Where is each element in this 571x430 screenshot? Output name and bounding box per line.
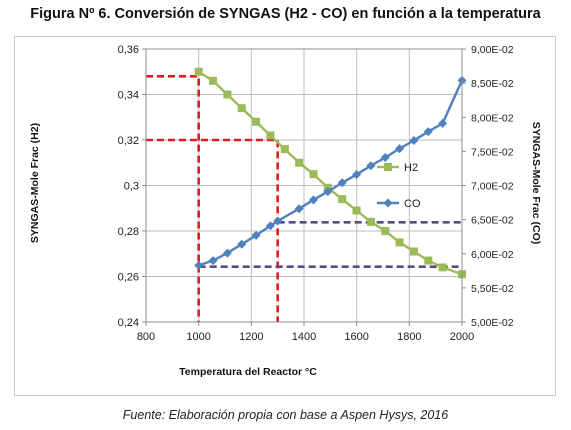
data-point-h2 [381,227,390,235]
data-point-h2 [295,158,304,167]
data-point-co [380,153,390,163]
data-point-co [265,221,275,231]
chart-frame: 800 1000 1200 1400 1600 1800 2000 0,24 0,26 0,28 0… [14,36,556,396]
data-point-h2 [252,117,261,126]
y-right-tick-label: 9,00E-02 [471,44,514,56]
x-tick-label: 1400 [292,331,316,343]
axes: 800 1000 1200 1400 1600 1800 2000 0,24 0,26 0,28 0… [118,44,514,343]
data-point-h2 [194,67,203,76]
data-point-co [251,230,261,240]
y-left-tick-label: 0,34 [118,90,139,102]
x-tick-label: 1600 [344,331,368,343]
y-right-tick-label: 6,50E-02 [471,215,514,227]
legend-label-co: CO [404,198,421,210]
data-point-co [222,248,232,258]
legend: H2 CO [377,162,421,210]
reference-line [146,74,200,322]
y-left-tick-label: 0,24 [118,317,139,329]
data-point-h2 [309,170,318,179]
data-point-co [323,187,333,197]
y-left-tick-label: 0,28 [118,226,139,238]
data-point-h2 [209,76,218,85]
data-point-h2 [366,217,375,226]
data-point-co [208,256,218,266]
y-right-tick-label: 5,00E-02 [471,317,514,329]
legend-label-h2: H2 [404,162,418,174]
data-point-co [308,195,318,205]
gridlines [145,48,463,323]
chart-canvas: 800 1000 1200 1400 1600 1800 2000 0,24 0,26 0,28 0… [29,44,542,378]
data-point-h2 [280,145,289,154]
data-series [194,67,467,279]
data-point-co [395,144,405,154]
x-tick-label: 1000 [186,331,210,343]
y-axis-right-label: SYNGAS-Mole Frac (CO) [530,122,542,245]
y-left-tick-label: 0,3 [124,181,139,193]
data-point-h2 [223,90,232,99]
data-point-co [194,260,204,270]
y-right-tick-label: 8,00E-02 [471,112,514,124]
y-left-tick-label: 0,36 [118,44,139,56]
x-tick-label: 1800 [397,331,421,343]
data-point-co [337,178,347,188]
data-point-co [409,135,419,145]
source-note: Fuente: Elaboración propia con base a As… [122,408,449,422]
y-axis-left-label: SYNGAS-Mole Frac (H2) [29,123,41,243]
y-right-tick-label: 7,00E-02 [471,181,514,193]
data-point-h2 [395,238,404,247]
data-point-h2 [438,263,447,272]
y-right-tick-label: 7,50E-02 [471,146,514,158]
x-axis-label: Temperatura del Reactor °C [179,366,317,378]
data-point-h2 [352,206,361,215]
legend-marker-co [383,198,393,208]
data-point-co [438,118,448,128]
y-right-tick-label: 6,00E-02 [471,249,514,261]
data-point-co [294,204,304,214]
data-point-h2 [266,131,275,140]
data-point-h2 [424,256,433,265]
y-right-tick-label: 5,50E-02 [471,283,514,295]
figure-title: Figura Nº 6. Conversión de SYNGAS (H2 - … [30,6,541,22]
data-point-h2 [338,195,347,204]
data-point-co [273,216,283,226]
y-left-tick-label: 0,32 [118,135,139,147]
x-tick-label: 1200 [239,331,263,343]
data-point-co [352,170,362,180]
legend-marker-h2 [384,163,392,171]
data-point-co [237,239,247,249]
y-left-tick-label: 0,26 [118,272,139,284]
data-point-h2 [409,247,418,256]
data-point-h2 [237,104,246,113]
x-tick-label: 800 [137,331,155,343]
data-point-co [366,161,376,171]
x-tick-label: 2000 [450,331,474,343]
y-right-tick-label: 8,50E-02 [471,78,514,90]
